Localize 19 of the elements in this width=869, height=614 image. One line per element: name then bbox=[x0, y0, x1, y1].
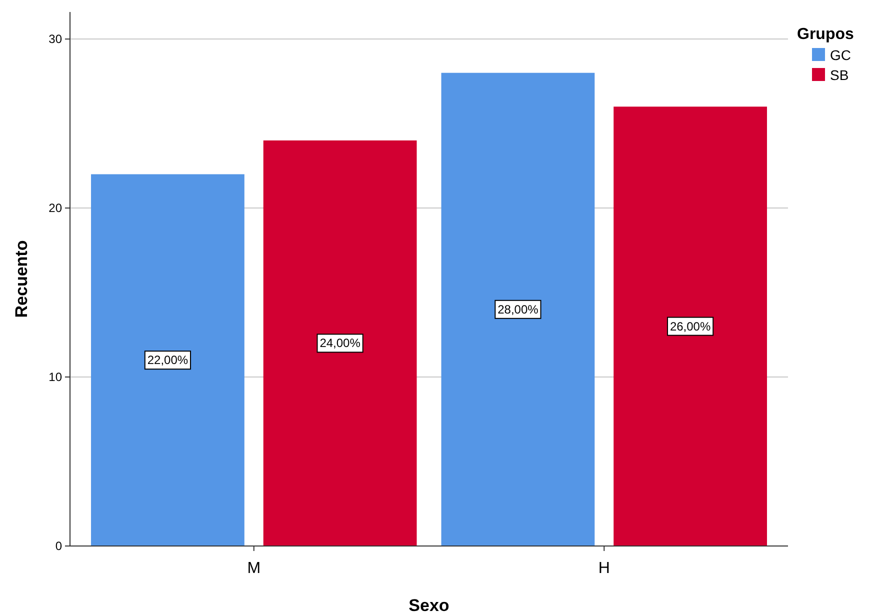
bar bbox=[614, 106, 767, 546]
legend-label: SB bbox=[830, 67, 849, 83]
y-axis-title: Recuento bbox=[12, 240, 31, 318]
y-tick-label: 30 bbox=[48, 32, 62, 46]
data-label: 24,00% bbox=[320, 336, 361, 350]
legend-title: Grupos bbox=[797, 26, 854, 43]
legend-label: GC bbox=[830, 47, 851, 63]
bar bbox=[263, 140, 417, 546]
data-label: 28,00% bbox=[498, 302, 539, 316]
data-label: 26,00% bbox=[670, 319, 711, 334]
x-tick-label: H bbox=[598, 560, 610, 577]
y-tick-label: 20 bbox=[48, 201, 62, 216]
data-label: 22,00% bbox=[147, 353, 188, 368]
bar bbox=[91, 174, 244, 546]
y-tick-label: 0 bbox=[55, 539, 62, 553]
x-tick-label: M bbox=[247, 560, 261, 577]
bar bbox=[441, 72, 595, 546]
x-axis-title: Sexo bbox=[408, 596, 450, 614]
y-tick-label: 10 bbox=[48, 370, 62, 384]
